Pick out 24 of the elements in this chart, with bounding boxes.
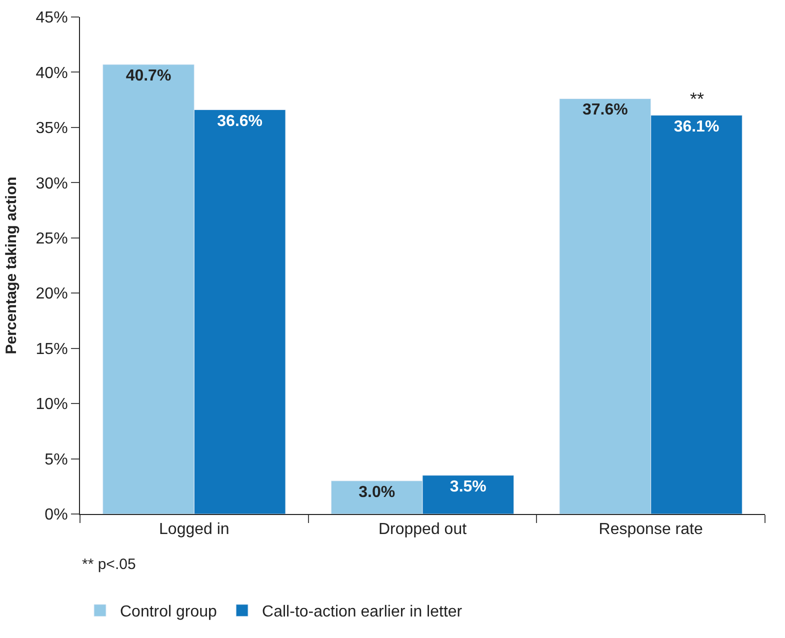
y-tick-label: 40% [36, 64, 68, 82]
annotation: ** [690, 89, 704, 109]
legend-label: Call-to-action earlier in letter [262, 604, 463, 621]
data-label: 3.5% [450, 478, 486, 496]
x-tick-label: Dropped out [378, 521, 468, 538]
y-tick-label: 30% [36, 175, 68, 192]
legend-label: Control group [120, 604, 218, 621]
data-label: 36.1% [674, 118, 720, 136]
text: ** p<.05 [82, 556, 136, 573]
data-label: 3.0% [358, 484, 396, 501]
y-tick-label: 45% [36, 10, 68, 27]
y-tick-label: 25% [36, 230, 68, 248]
y-tick-label: 10% [36, 396, 68, 414]
x-tick-label: Response rate [598, 521, 703, 538]
y-axis-title: Percentage taking action [3, 176, 20, 354]
y-tick-label: 5% [44, 451, 68, 468]
y-tick-label: 35% [36, 120, 68, 138]
y-tick-label: 0% [44, 506, 68, 524]
y-tick-label: 20% [36, 286, 68, 303]
data-label: 40.7% [126, 67, 172, 84]
data-label: 36.6% [217, 112, 263, 130]
data-label: 37.6% [582, 102, 628, 119]
x-tick-label: Logged in [159, 521, 230, 538]
y-tick-label: 15% [36, 340, 68, 358]
